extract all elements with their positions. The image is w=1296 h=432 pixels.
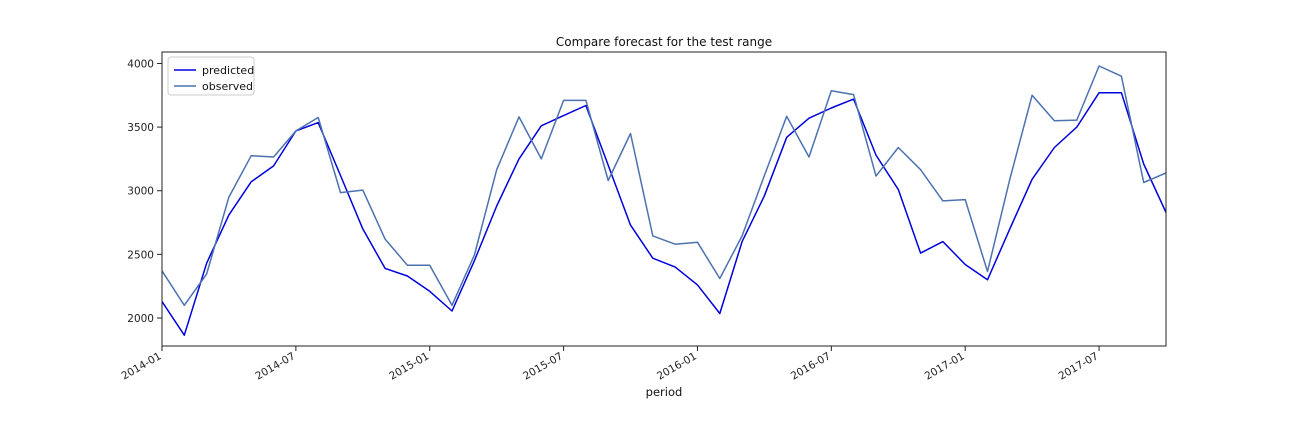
x-axis-label: period [646, 385, 683, 399]
x-tick-label: 2016-01 [655, 350, 699, 382]
legend-label-predicted: predicted [202, 64, 254, 77]
x-tick-label: 2014-01 [120, 350, 164, 382]
x-tick-label: 2015-07 [521, 350, 565, 382]
chart-title: Compare forecast for the test range [556, 35, 772, 49]
y-axis: 2000 2500 3000 3500 4000 [127, 58, 162, 325]
series-line-predicted [162, 91, 1166, 336]
series-line-observed [162, 65, 1166, 307]
x-tick-label: 2017-07 [1057, 350, 1101, 382]
legend: predicted observed [167, 56, 255, 96]
y-tick-label: 3000 [127, 186, 154, 198]
y-tick-label: 3500 [127, 122, 154, 134]
plot-area [161, 51, 1167, 347]
x-tick-label: 2017-01 [923, 350, 967, 382]
y-tick-label: 4000 [127, 58, 154, 70]
x-tick-label: 2016-07 [789, 350, 833, 382]
legend-label-observed: observed [202, 80, 253, 93]
x-tick-label: 2014-07 [253, 350, 297, 382]
x-tick-label: 2015-01 [387, 350, 431, 382]
y-tick-label: 2000 [127, 313, 154, 325]
y-tick-label: 2500 [127, 249, 154, 261]
plot-frame [161, 51, 1167, 347]
x-axis: 2014-01 2014-07 2015-01 2015-07 2016-01 2016-… [120, 346, 1101, 383]
